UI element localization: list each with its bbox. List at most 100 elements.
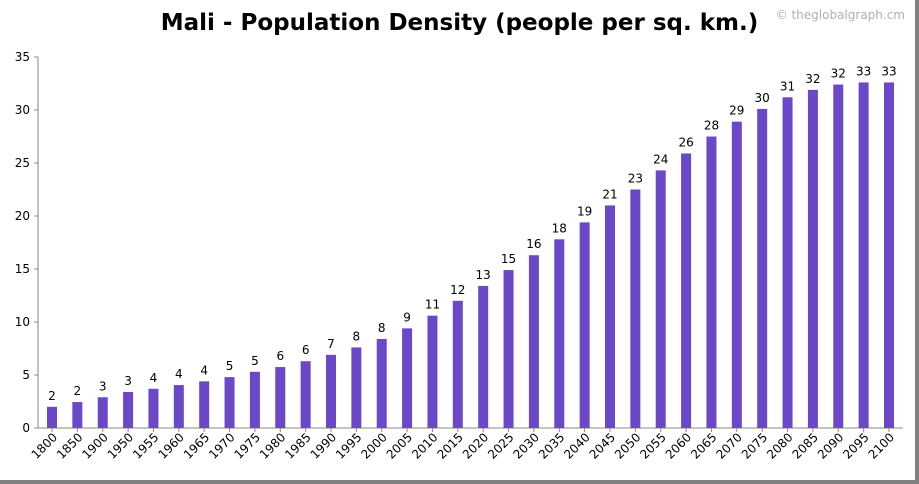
x-tick-label: 2080 xyxy=(764,430,795,461)
bar xyxy=(554,239,565,428)
data-label: 7 xyxy=(327,337,335,351)
bar xyxy=(478,285,489,428)
y-tick-label: 10 xyxy=(15,315,30,329)
bar xyxy=(503,270,514,428)
data-label: 8 xyxy=(353,329,361,343)
x-tick-label: 2055 xyxy=(637,430,668,461)
bar xyxy=(351,347,362,428)
bar xyxy=(579,222,590,428)
x-tick-label: 1975 xyxy=(232,430,263,461)
x-tick-label: 2050 xyxy=(612,430,643,461)
bar xyxy=(47,406,57,428)
bar xyxy=(427,315,438,428)
x-tick-label: 2040 xyxy=(561,430,592,461)
bar xyxy=(731,121,742,428)
bar xyxy=(376,338,387,428)
bar xyxy=(884,82,894,428)
x-tick-label: 2025 xyxy=(485,430,516,461)
x-tick-label: 1985 xyxy=(282,430,313,461)
y-tick-label: 15 xyxy=(15,262,30,276)
data-label: 5 xyxy=(226,359,234,373)
x-tick-label: 2085 xyxy=(790,430,821,461)
data-label: 18 xyxy=(552,221,567,235)
data-label: 33 xyxy=(856,64,871,78)
x-tick-label: 2065 xyxy=(688,430,719,461)
x-tick-label: 1965 xyxy=(181,430,212,461)
bar xyxy=(630,189,641,428)
x-tick-label: 1850 xyxy=(54,430,85,461)
bar xyxy=(782,97,793,428)
bar xyxy=(681,153,692,428)
bar xyxy=(402,328,413,428)
x-tick-label: 2000 xyxy=(358,430,389,461)
bar xyxy=(452,300,463,428)
data-label: 28 xyxy=(704,119,719,133)
data-label: 3 xyxy=(124,374,132,388)
bar xyxy=(173,385,184,428)
data-label: 29 xyxy=(729,104,744,118)
x-tick-label: 2090 xyxy=(815,430,846,461)
y-tick-label: 5 xyxy=(22,368,30,382)
bar xyxy=(757,108,768,428)
x-tick-label: 1970 xyxy=(206,430,237,461)
x-tick-label: 1800 xyxy=(29,430,60,461)
x-tick-label: 2070 xyxy=(713,430,744,461)
bar xyxy=(199,381,210,428)
data-label: 15 xyxy=(501,252,516,266)
data-label: 12 xyxy=(450,283,465,297)
data-label: 21 xyxy=(602,187,617,201)
x-tick-label: 2100 xyxy=(866,430,897,461)
data-label: 4 xyxy=(200,363,208,377)
x-tick-label: 2030 xyxy=(511,430,542,461)
data-label: 6 xyxy=(302,343,310,357)
x-tick-label: 2020 xyxy=(460,430,491,461)
bar xyxy=(275,367,286,428)
bar xyxy=(72,402,83,428)
data-label: 30 xyxy=(755,91,770,105)
data-label: 8 xyxy=(378,321,386,335)
x-tick-label: 2005 xyxy=(384,430,415,461)
data-label: 32 xyxy=(805,72,820,86)
y-tick-label: 25 xyxy=(15,156,30,170)
data-label: 4 xyxy=(175,367,183,381)
bar xyxy=(224,377,235,428)
data-label: 4 xyxy=(150,371,158,385)
x-tick-label: 1980 xyxy=(257,430,288,461)
x-tick-label: 2060 xyxy=(663,430,694,461)
bar xyxy=(833,84,844,428)
data-label: 33 xyxy=(881,64,896,78)
bar xyxy=(655,170,666,429)
data-label: 32 xyxy=(831,67,846,81)
bar xyxy=(807,89,818,429)
data-label: 5 xyxy=(251,354,259,368)
bar xyxy=(858,82,869,428)
data-label: 13 xyxy=(476,268,491,282)
bar xyxy=(300,361,311,428)
data-label: 6 xyxy=(276,349,284,363)
data-label: 16 xyxy=(526,237,541,251)
x-tick-label: 1960 xyxy=(155,430,186,461)
bar xyxy=(97,397,108,428)
data-label: 31 xyxy=(780,79,795,93)
y-tick-label: 30 xyxy=(15,103,30,117)
bar xyxy=(605,205,615,428)
data-label: 23 xyxy=(628,172,643,186)
x-tick-label: 2015 xyxy=(434,430,465,461)
y-tick-label: 35 xyxy=(15,50,30,64)
bar xyxy=(706,136,717,428)
watermark: © theglobalgraph.cm xyxy=(775,8,905,22)
x-tick-label: 2010 xyxy=(409,430,440,461)
y-tick-label: 0 xyxy=(22,421,30,435)
bar xyxy=(528,255,539,428)
x-tick-label: 2045 xyxy=(587,430,618,461)
x-tick-label: 1990 xyxy=(308,430,339,461)
x-tick-label: 2095 xyxy=(840,430,871,461)
data-label: 2 xyxy=(74,384,82,398)
bar xyxy=(249,371,260,428)
x-tick-label: 1955 xyxy=(130,430,161,461)
bar xyxy=(123,391,134,428)
bar xyxy=(326,354,336,428)
data-label: 11 xyxy=(425,298,440,312)
x-tick-label: 2035 xyxy=(536,430,567,461)
